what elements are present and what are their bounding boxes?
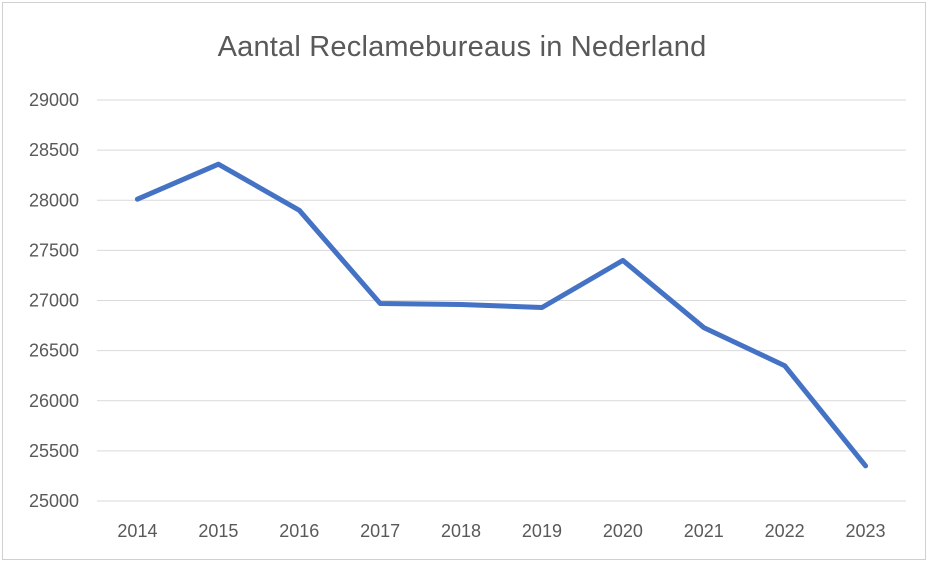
x-tick-label: 2020 — [603, 521, 643, 541]
x-tick-label: 2015 — [198, 521, 238, 541]
data-point — [296, 207, 302, 213]
y-tick-label: 25000 — [29, 491, 79, 511]
data-point — [863, 463, 869, 469]
series-line — [134, 161, 869, 469]
x-tick-label: 2022 — [765, 521, 805, 541]
series-layer — [134, 161, 869, 469]
y-tick-label: 27000 — [29, 291, 79, 311]
data-point — [620, 257, 626, 263]
x-tick-label: 2014 — [117, 521, 157, 541]
x-tick-label: 2021 — [684, 521, 724, 541]
line-chart: 25000 25500 26000 26500 27000 27500 28000 28500… — [29, 90, 906, 541]
y-tick-label: 26000 — [29, 391, 79, 411]
y-axis-tick-labels: 25000 25500 26000 26500 27000 27500 28000 28500… — [29, 90, 79, 511]
x-tick-label: 2016 — [279, 521, 319, 541]
y-tick-label: 28000 — [29, 190, 79, 210]
data-point — [782, 363, 788, 369]
x-tick-label: 2019 — [522, 521, 562, 541]
y-tick-label: 28500 — [29, 140, 79, 160]
data-point — [539, 305, 545, 311]
x-tick-label: 2018 — [441, 521, 481, 541]
data-point — [458, 302, 464, 308]
data-point — [701, 325, 707, 331]
y-tick-label: 25500 — [29, 441, 79, 461]
data-point — [377, 301, 383, 307]
chart-title: Aantal Reclamebureaus in Nederland — [217, 31, 707, 63]
x-tick-label: 2023 — [846, 521, 886, 541]
gridlines — [97, 99, 906, 502]
data-point — [134, 196, 140, 202]
y-tick-label: 27500 — [29, 240, 79, 260]
x-axis-tick-labels: 2014 2015 2016 2017 2018 2019 2020 2021 2022 2023 — [117, 521, 885, 541]
y-tick-label: 26500 — [29, 341, 79, 361]
y-tick-label: 29000 — [29, 90, 79, 110]
data-point — [215, 161, 221, 167]
x-tick-label: 2017 — [360, 521, 400, 541]
